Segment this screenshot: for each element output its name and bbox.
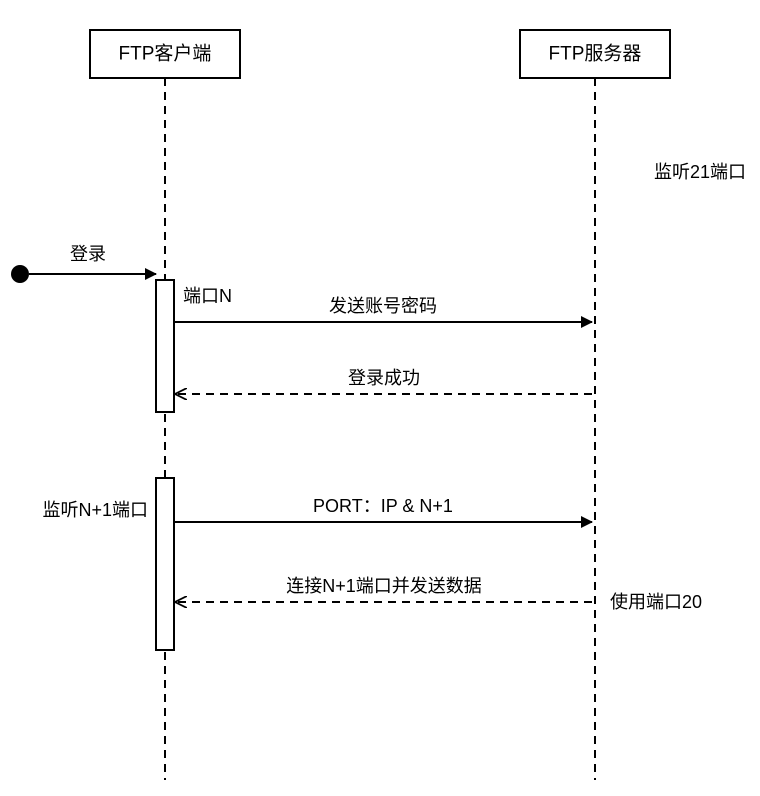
side-note-1: 端口N (183, 286, 232, 306)
participant-label-client: FTP客户端 (119, 43, 212, 65)
message-label-2: PORT：IP & N+1 (313, 496, 453, 516)
participant-label-server: FTP服务器 (549, 43, 642, 65)
message-label-0: 发送账号密码 (329, 296, 437, 316)
start-label: 登录 (70, 244, 106, 264)
activation-client-0 (156, 280, 174, 412)
side-note-0: 监听21端口 (654, 162, 746, 182)
message-label-1: 登录成功 (348, 368, 420, 388)
activation-client-1 (156, 478, 174, 650)
side-note-3: 使用端口20 (610, 592, 702, 612)
start-node (11, 265, 29, 283)
side-note-2: 监听N+1端口 (42, 500, 148, 520)
message-label-3: 连接N+1端口并发送数据 (286, 576, 482, 596)
sequence-diagram: FTP客户端 FTP服务器登录发送账号密码登录成功 PORT：IP & N+1 连接N… (0, 0, 760, 796)
